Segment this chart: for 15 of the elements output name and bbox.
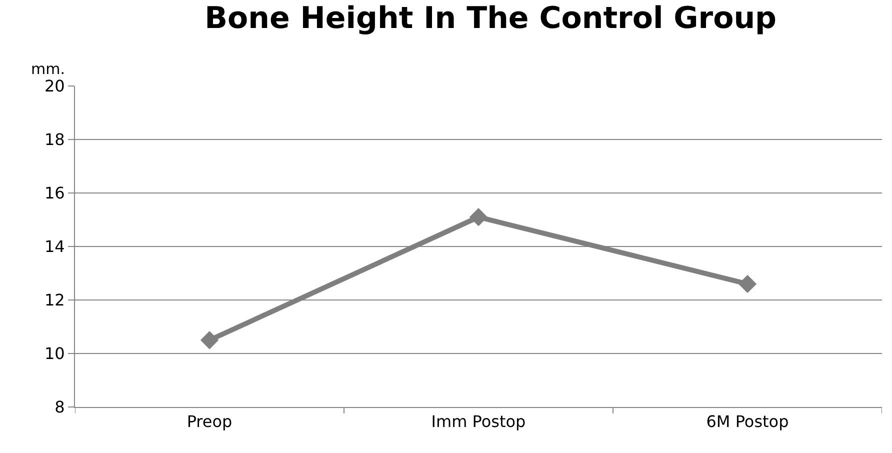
point (200, 331, 219, 350)
y-tick-label: 12 (44, 290, 65, 310)
y-tick-label: 16 (44, 184, 65, 203)
x-tick-label: 6M Postop (706, 412, 789, 432)
y-tick-label: 8 (54, 398, 65, 417)
point (469, 208, 488, 226)
y-tick-label: 10 (44, 344, 65, 364)
point (738, 274, 757, 294)
y-tick-label: 20 (44, 76, 65, 96)
y-tick-label: 18 (44, 130, 65, 150)
x-tick-label: Imm Postop (431, 412, 526, 432)
x-tick-label: Preop (186, 412, 232, 432)
y-tick-label: 14 (44, 237, 65, 256)
y-axis-title: mm. (31, 60, 65, 78)
chart-title: Bone Height In The Control Group (204, 0, 777, 36)
